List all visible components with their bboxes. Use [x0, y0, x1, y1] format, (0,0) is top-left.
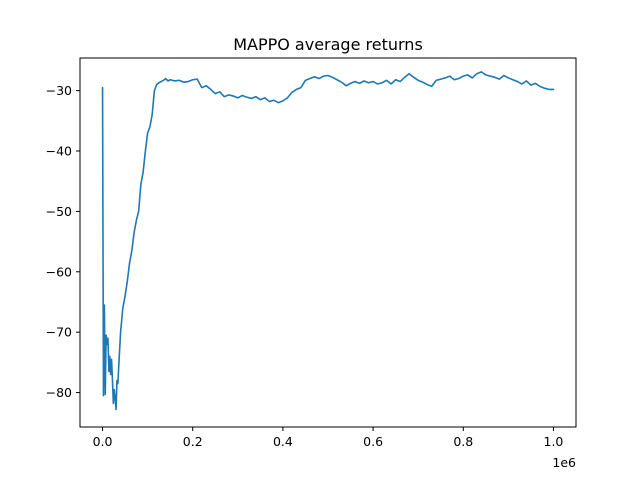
plot-area: [79, 57, 577, 428]
x-offset-label: 1e6: [552, 455, 576, 470]
x-tick-label: 0.8: [453, 434, 473, 449]
chart-title: MAPPO average returns: [233, 35, 423, 54]
y-tick-label: −60: [46, 264, 72, 279]
y-tick-label: −80: [46, 385, 72, 400]
y-axis: −80 −70 −60 −50 −40 −30: [46, 83, 80, 400]
x-tick-label: 1.0: [544, 434, 564, 449]
y-tick-label: −70: [46, 325, 72, 340]
y-tick-label: −40: [46, 144, 72, 159]
x-tick-label: 0.0: [93, 434, 113, 449]
series-line: [101, 71, 555, 411]
line-layer: [101, 71, 555, 411]
plot-frame: [79, 57, 577, 428]
x-axis: 0.0 0.2 0.4 0.6 0.8 1.0: [93, 427, 564, 449]
y-tick-label: −50: [46, 204, 72, 219]
y-tick-label: −30: [46, 83, 72, 98]
x-tick-label: 0.6: [363, 434, 383, 449]
x-tick-label: 0.2: [183, 434, 203, 449]
x-tick-label: 0.4: [273, 434, 293, 449]
